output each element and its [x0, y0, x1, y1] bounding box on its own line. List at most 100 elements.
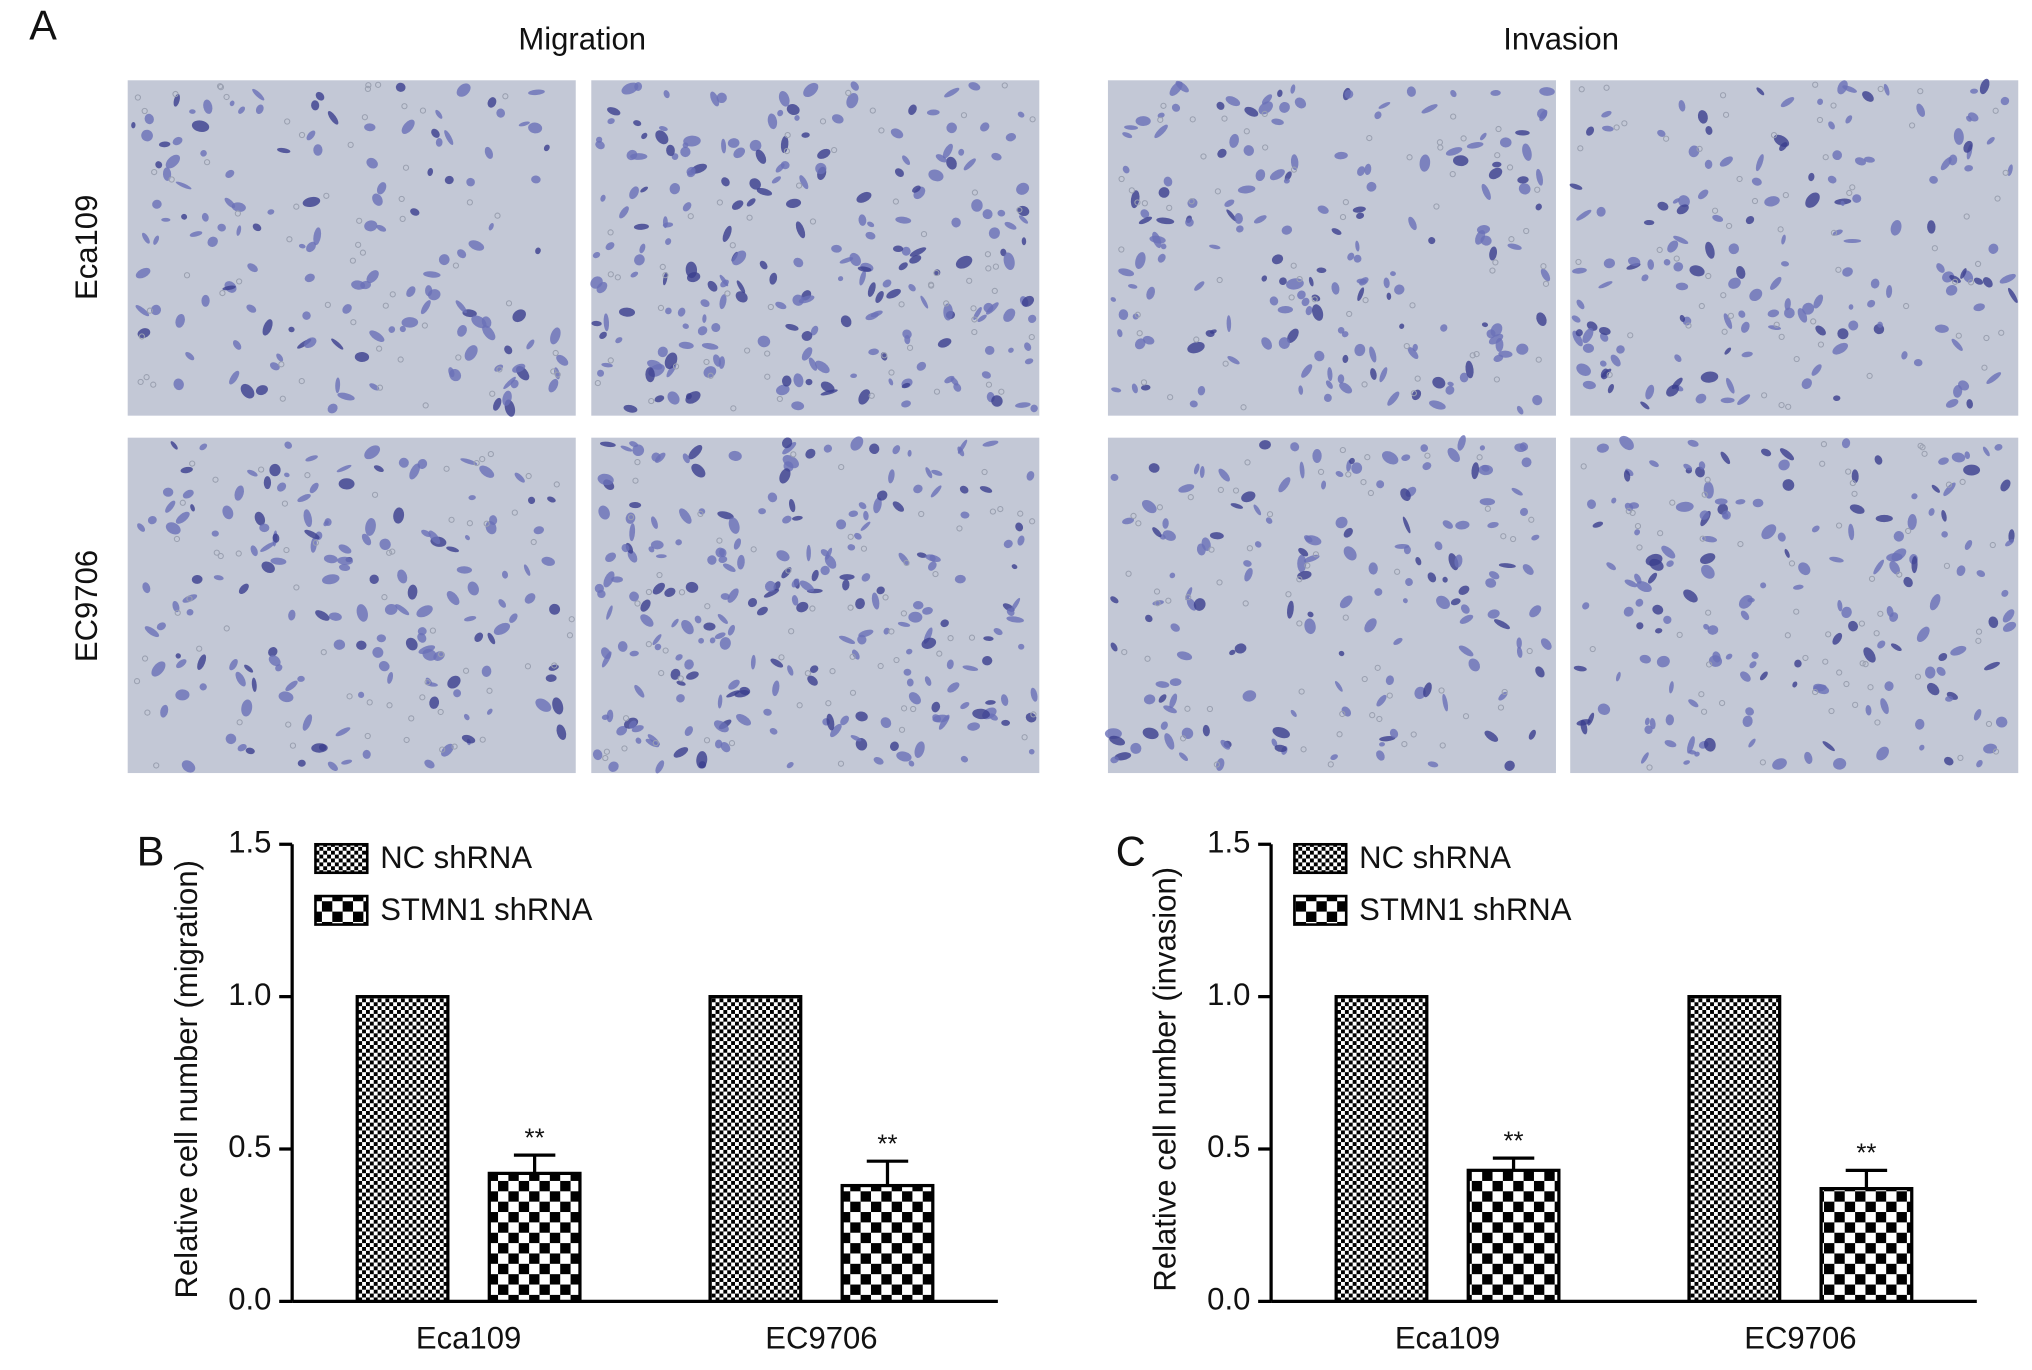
cell — [1272, 726, 1290, 739]
pore — [1028, 333, 1035, 341]
cell — [444, 175, 454, 185]
pore — [1366, 134, 1373, 142]
cell — [1953, 385, 1963, 398]
pore — [906, 344, 914, 351]
cell — [991, 395, 1003, 407]
cell — [769, 272, 778, 285]
cell — [898, 552, 910, 566]
cell — [801, 331, 813, 341]
cell — [1724, 347, 1732, 355]
cell — [767, 492, 778, 503]
pore — [1646, 764, 1653, 771]
cell — [1805, 192, 1820, 208]
cell — [1976, 759, 1983, 768]
cell — [619, 206, 629, 219]
pore — [1222, 360, 1229, 367]
pore — [845, 89, 852, 97]
pore — [1424, 452, 1431, 459]
pore — [483, 520, 490, 527]
cell — [356, 604, 368, 622]
cell — [958, 148, 965, 156]
cell — [1364, 618, 1377, 633]
pore — [729, 242, 736, 249]
cell — [1784, 307, 1795, 319]
cell — [1162, 518, 1169, 529]
cell — [236, 225, 242, 236]
cell — [1479, 498, 1496, 506]
column-label: Invasion — [1503, 22, 1619, 57]
cell — [422, 648, 437, 661]
cell — [791, 578, 800, 588]
cell — [1701, 564, 1715, 579]
cell — [1290, 84, 1296, 94]
cell — [883, 627, 890, 635]
cell — [1865, 704, 1872, 716]
x-tick-label: EC9706 — [765, 1320, 877, 1355]
cell — [1880, 698, 1889, 715]
pore — [1130, 512, 1137, 520]
cell — [252, 88, 265, 101]
pore — [1896, 571, 1903, 578]
legend-swatch — [1293, 842, 1348, 875]
cell — [482, 325, 496, 341]
pore — [1208, 546, 1215, 553]
cell — [369, 383, 380, 391]
cell — [1376, 480, 1385, 489]
pore — [143, 374, 150, 381]
pore — [1296, 620, 1303, 627]
cell — [931, 701, 941, 713]
pore — [258, 466, 265, 473]
pore — [1476, 454, 1483, 461]
pore — [991, 287, 998, 295]
pore — [419, 107, 427, 114]
cell — [182, 594, 198, 603]
cell — [1811, 364, 1822, 376]
cell — [486, 708, 493, 715]
cell — [1321, 480, 1327, 490]
pore — [1262, 144, 1269, 151]
cell — [735, 291, 748, 303]
cell — [859, 270, 866, 286]
pore — [1469, 352, 1476, 359]
cell — [1599, 360, 1607, 367]
cell — [1224, 199, 1235, 208]
cell — [823, 444, 833, 453]
cell — [789, 499, 796, 513]
cell — [1442, 520, 1453, 529]
cell — [1298, 547, 1309, 557]
cell — [1907, 513, 1917, 530]
pore — [881, 352, 888, 359]
cell — [1143, 694, 1156, 705]
pore — [1136, 330, 1143, 337]
cell — [680, 146, 691, 158]
cell — [764, 580, 776, 592]
cell — [831, 244, 842, 253]
pore — [985, 265, 992, 272]
cell — [786, 104, 800, 116]
cell — [1428, 237, 1436, 245]
cell — [1720, 451, 1731, 465]
pore — [437, 708, 444, 716]
cell — [137, 523, 146, 532]
cell — [787, 665, 794, 676]
cell — [1519, 507, 1529, 516]
pore — [298, 377, 305, 385]
pore — [347, 141, 354, 148]
cell — [468, 495, 476, 501]
cell — [1335, 471, 1344, 478]
cell — [779, 468, 791, 484]
pore — [1339, 710, 1346, 718]
cell — [1271, 254, 1284, 265]
cell — [946, 659, 954, 670]
cell — [545, 674, 557, 682]
cell — [1676, 204, 1689, 215]
cell — [1976, 570, 1986, 578]
cell — [1945, 398, 1959, 408]
pore — [466, 520, 473, 527]
cell — [1645, 384, 1655, 400]
pore — [1963, 213, 1970, 220]
cell — [655, 760, 665, 774]
cell — [896, 751, 912, 762]
cell — [315, 91, 325, 101]
pore — [645, 588, 653, 596]
